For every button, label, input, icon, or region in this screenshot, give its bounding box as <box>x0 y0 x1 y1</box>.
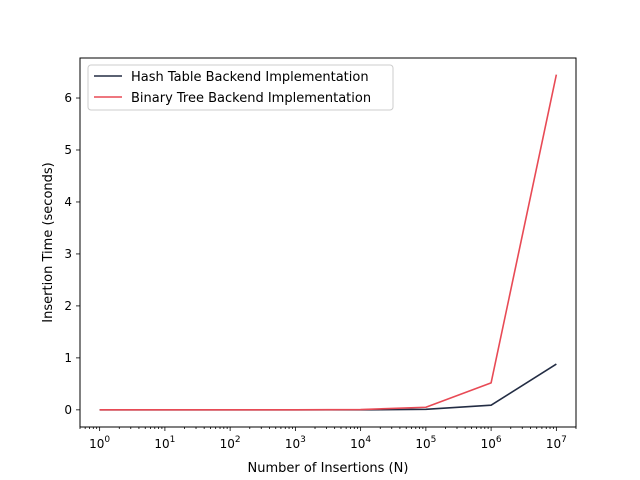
y-tick-label: 5 <box>64 143 72 157</box>
x-axis-label: Number of Insertions (N) <box>248 461 409 476</box>
y-tick-label: 0 <box>64 403 72 417</box>
x-tick-label: 104 <box>350 435 371 451</box>
y-axis: 0 1 2 3 4 5 6 <box>64 91 80 417</box>
legend-label-hash-table: Hash Table Backend Implementation <box>131 70 369 85</box>
series-line-hash-table <box>99 363 557 411</box>
y-tick-label: 1 <box>64 351 72 365</box>
x-tick-label: 102 <box>220 435 241 451</box>
legend-label-binary-tree: Binary Tree Backend Implementation <box>131 91 371 106</box>
x-tick-label: 106 <box>481 435 502 451</box>
x-tick-label: 103 <box>285 435 306 451</box>
y-tick-label: 4 <box>64 195 72 209</box>
series-line-binary-tree <box>99 74 558 411</box>
y-tick-label: 2 <box>64 299 72 313</box>
plot-area <box>79 57 577 428</box>
y-axis-label: Insertion Time (seconds) <box>41 162 56 322</box>
y-tick-label: 3 <box>64 247 72 261</box>
x-tick-label: 100 <box>89 435 110 451</box>
series-lines <box>99 74 558 411</box>
x-tick-label: 107 <box>546 435 567 451</box>
x-tick-label: 105 <box>415 435 436 451</box>
x-tick-label: 101 <box>154 435 175 451</box>
y-tick-label: 6 <box>64 91 72 105</box>
legend-box <box>87 64 394 111</box>
x-axis: 100 101 102 103 104 105 106 107 <box>79 427 577 451</box>
axes-frame <box>79 57 577 428</box>
legend: Hash Table Backend Implementation Binary… <box>87 64 394 111</box>
